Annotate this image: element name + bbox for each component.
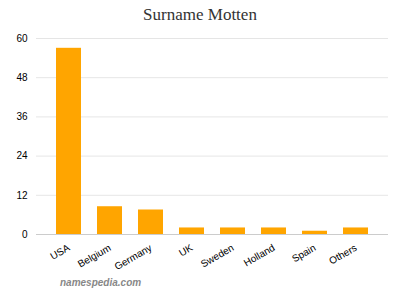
html-text:Surname Motten: Surname Motten <box>143 5 257 24</box>
svg-text:24: 24 <box>16 150 28 161</box>
svg-text:48: 48 <box>16 72 28 83</box>
svg-text:Others: Others <box>327 242 358 267</box>
html-text:namespedia.com: namespedia.com <box>60 277 142 288</box>
svg-text:0: 0 <box>22 229 28 240</box>
svg-text:12: 12 <box>16 190 28 201</box>
svg-text:Sweden: Sweden <box>199 242 236 270</box>
svg-text:Germany: Germany <box>112 242 153 272</box>
svg-text:Holland: Holland <box>242 242 277 268</box>
svg-text:60: 60 <box>16 33 28 44</box>
svg-text:UK: UK <box>177 242 195 259</box>
svg-text:Spain: Spain <box>290 242 318 264</box>
svg-text:36: 36 <box>16 111 28 122</box>
svg-text:USA: USA <box>48 242 72 262</box>
svg-text:Belgium: Belgium <box>76 242 113 270</box>
